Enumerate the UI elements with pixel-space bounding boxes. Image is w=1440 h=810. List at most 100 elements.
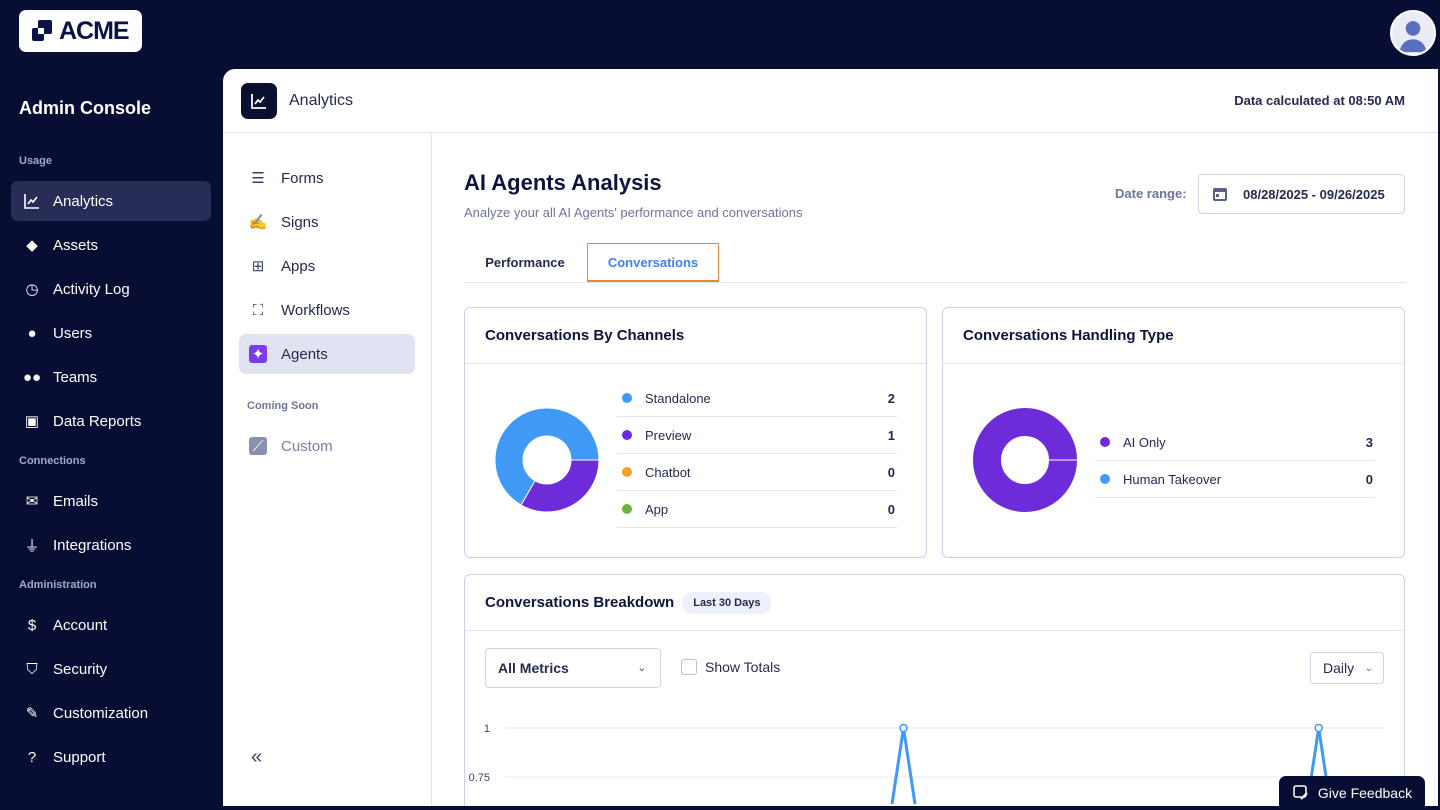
metrics-select[interactable]: All Metrics ⌄ [485,648,661,688]
workflow-icon: ⛶ [252,301,264,319]
user-icon: ● [27,324,37,342]
card-title: Conversations By Channels [465,308,926,364]
history-icon: ◷ [25,281,39,298]
legend-label: Human Takeover [1123,471,1222,487]
period-badge: Last 30 Days [682,591,772,614]
tabs: Performance Conversations [464,242,1405,283]
avatar[interactable] [1390,10,1436,56]
sidebar-item-activity-log[interactable]: ◷ Activity Log [11,269,211,309]
apps-icon: ⊞ [251,258,265,275]
tab-conversations[interactable]: Conversations [587,243,719,282]
channels-card: Conversations By Channels Standalone 2 Pre… [464,307,927,558]
y-tick-label: 0.75 [469,772,490,784]
legend-label: Chatbot [645,464,691,480]
breakdown-header: Conversations Breakdown Last 30 Days [465,575,1404,631]
legend-item: Standalone 2 [617,380,897,417]
analytics-panel: Analytics Data calculated at 08:50 AM ☰ F… [223,69,1438,806]
acme-logo-mark-icon [32,20,52,41]
legend-dot [1100,437,1110,447]
analytics-subnav: ☰ Forms ✍ Signs ⊞ Apps ⛶ Workflows ✦ Agents Coming… [223,134,432,806]
sidebar-item-support[interactable]: ? Support [11,737,211,777]
sidebar-item-assets[interactable]: ◆ Assets [11,225,211,265]
sidebar-item-emails[interactable]: ✉ Emails [11,481,211,521]
donut-slice [494,407,600,506]
series-line-segment [890,727,906,805]
date-range-picker[interactable]: 08/28/2025 - 09/26/2025 [1198,174,1405,214]
legend-item: Preview 1 [617,417,897,454]
sidebar-item-label: Customization [53,704,149,722]
give-feedback-label: Give Feedback [1317,785,1413,801]
invoice-icon: $ [27,616,37,634]
legend-value: 0 [887,501,895,517]
show-totals-toggle[interactable]: Show Totals [681,659,780,675]
sidebar-item-label: Users [53,324,93,342]
data-point[interactable] [1314,723,1323,733]
support-icon: ? [27,748,37,766]
sign-icon: ✍ [248,214,268,231]
chart-line-icon [23,192,41,210]
handling-card: Conversations Handling Type AI Only 3 Huma… [942,307,1405,558]
acme-logo[interactable]: ACME [19,10,142,52]
legend-dot [622,467,632,477]
legend-dot [622,504,632,514]
brush-icon: ✎ [25,705,39,722]
subnav-item-agents[interactable]: ✦ Agents [239,334,415,374]
sidebar-item-teams[interactable]: ●● Teams [11,357,211,397]
date-range-value: 08/28/2025 - 09/26/2025 [1243,186,1385,202]
page-title: AI Agents Analysis [464,170,662,195]
sidebar-item-account[interactable]: $ Account [11,605,211,645]
legend-value: 2 [887,390,895,406]
page-description: Analyze your all AI Agents' performance … [464,205,803,220]
legend-value: 1 [887,427,895,443]
interval-value: Daily [1323,660,1355,676]
show-totals-label: Show Totals [705,659,781,675]
interval-select[interactable]: Daily ⌄ [1310,652,1384,684]
sidebar-item-customization[interactable]: ✎ Customization [11,693,211,733]
sidebar-item-label: Activity Log [53,280,130,298]
subnav-item-forms[interactable]: ☰ Forms [239,158,415,198]
envelope-icon: ✉ [25,493,39,510]
data-point[interactable] [899,723,908,733]
sidebar-section-label: Administration [19,579,97,591]
sidebar-item-label: Analytics [53,192,114,210]
subnav-item-custom: ⟋ Custom [239,426,415,466]
sidebar-section-label: Connections [19,455,86,467]
calendar-icon [1213,188,1227,201]
subnav-item-label: Forms [281,169,324,187]
y-tick-label: 1 [484,723,490,735]
sidebar-item-users[interactable]: ● Users [11,313,211,353]
legend-item: Chatbot 0 [617,454,897,491]
sidebar-item-security[interactable]: ⛉ Security [11,649,211,689]
legend-value: 3 [1365,434,1373,450]
breakdown-line-chart: 10.75 [469,723,1385,805]
sidebar-item-integrations[interactable]: ⏚ Integrations [11,525,211,565]
shapes-icon: ◆ [26,237,38,254]
sidebar-item-label: Security [53,660,108,678]
sidebar-item-analytics[interactable]: Analytics [11,181,211,221]
channels-donut-chart [494,407,600,513]
custom-chart-icon: ⟋ [249,437,267,455]
sidebar-item-label: Integrations [53,536,132,554]
legend-label: AI Only [1123,434,1166,450]
sidebar-item-label: Assets [53,236,99,254]
tab-performance[interactable]: Performance [485,254,565,270]
collapse-sidebar-button[interactable]: « [251,746,263,768]
sidebar-title: Admin Console [19,98,152,118]
subnav-item-workflows[interactable]: ⛶ Workflows [239,290,415,330]
panel-header: Analytics Data calculated at 08:50 AM [223,69,1438,133]
shield-icon: ⛉ [26,660,38,678]
show-totals-checkbox[interactable] [681,659,697,675]
chevron-down-icon: ⌄ [637,662,646,674]
give-feedback-button[interactable]: Give Feedback [1279,776,1425,810]
sidebar-item-data-reports[interactable]: ▣ Data Reports [11,401,211,441]
legend-label: Standalone [645,390,711,406]
form-icon: ☰ [251,170,265,187]
legend-label: Preview [645,427,692,443]
card-title: Conversations Handling Type [943,308,1404,364]
subnav-item-apps[interactable]: ⊞ Apps [239,246,415,286]
sidebar-section-label: Usage [19,155,53,167]
card-title: Conversations Breakdown [485,594,675,611]
main-content: AI Agents Analysis Analyze your all AI A… [464,134,1438,806]
subnav-item-signs[interactable]: ✍ Signs [239,202,415,242]
agent-icon: ✦ [249,345,267,363]
